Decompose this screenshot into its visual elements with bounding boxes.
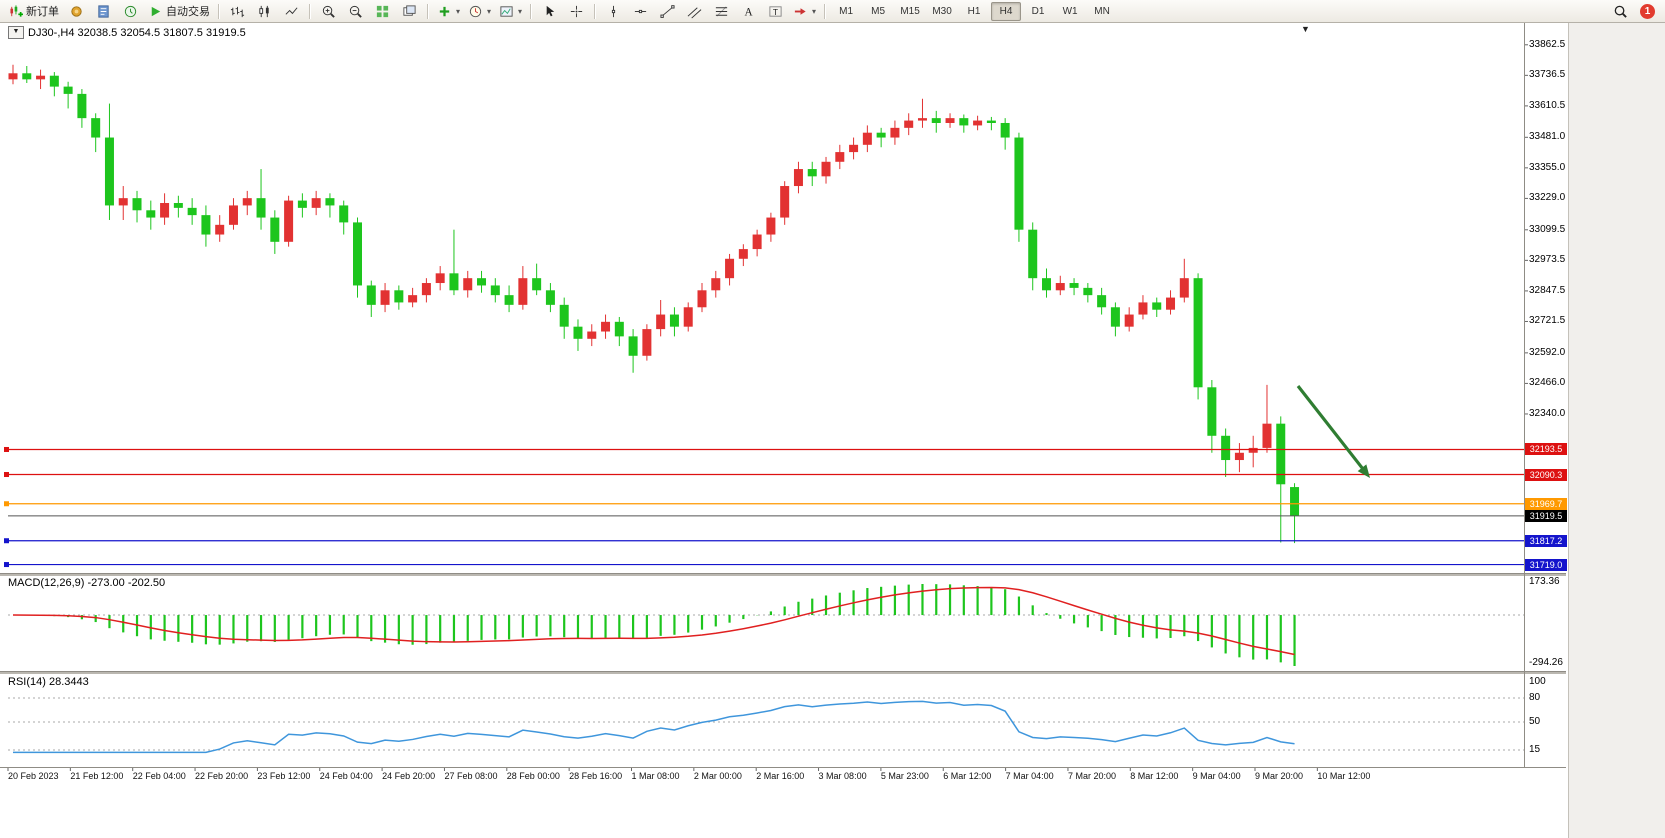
rsi-header: RSI(14) 28.3443 bbox=[8, 676, 89, 688]
tile-windows-button[interactable] bbox=[370, 1, 395, 22]
new-order-icon bbox=[10, 4, 23, 17]
timeframe-h4-button[interactable]: H4 bbox=[991, 1, 1022, 21]
toolbar-separator bbox=[309, 3, 311, 19]
zoom-out-button[interactable] bbox=[343, 1, 368, 22]
equidistant-channel-button[interactable] bbox=[682, 1, 707, 22]
chart-title: DJ30-,H4 32038.5 32054.5 31807.5 31919.5 bbox=[28, 26, 246, 39]
line-chart-button[interactable] bbox=[279, 1, 304, 22]
shapes-icon bbox=[794, 7, 806, 15]
arrows-button[interactable]: ▾ bbox=[790, 1, 819, 22]
timeframe-m1-button[interactable]: M1 bbox=[839, 5, 854, 17]
blue-doc-icon bbox=[98, 4, 109, 18]
macd-header: MACD(12,26,9) -273.00 -202.50 bbox=[8, 577, 166, 589]
cursor-button[interactable] bbox=[537, 1, 562, 22]
period-button[interactable]: ▾ bbox=[465, 1, 494, 22]
chart-title-bar: ▼ DJ30-,H4 32038.5 32054.5 31807.5 31919… bbox=[8, 26, 246, 39]
macd-layer bbox=[8, 584, 1524, 666]
dropdown-arrow-icon: ▾ bbox=[487, 6, 492, 16]
search-icon bbox=[1614, 5, 1627, 18]
timeframe-m30-button[interactable]: M30 bbox=[932, 5, 952, 17]
toolbar-main-group: 新订单 自动交易 ▾ ▾ ▾ A T ▾ bbox=[4, 1, 830, 22]
autotrade-button-label: 自动交易 bbox=[166, 6, 210, 18]
timeframe-m5-button[interactable]: M5 bbox=[871, 5, 886, 17]
bar-chart-button[interactable] bbox=[225, 1, 250, 22]
macd-panel-splitter[interactable] bbox=[0, 573, 1566, 576]
plus-icon bbox=[439, 6, 450, 16]
new-order-button-label: 新订单 bbox=[26, 6, 59, 18]
rsi-layer bbox=[8, 697, 1524, 754]
toolbar-separator bbox=[218, 3, 220, 19]
rsi-panel-splitter[interactable] bbox=[0, 671, 1566, 674]
chart-canvas[interactable] bbox=[0, 23, 1524, 574]
add-indicator-button[interactable]: ▾ bbox=[434, 1, 463, 22]
zoom-in-icon bbox=[322, 5, 335, 18]
cascade-icon bbox=[403, 4, 416, 16]
template-button[interactable]: ▾ bbox=[496, 1, 525, 22]
macd-scale-bottom: -294.26 bbox=[1529, 657, 1563, 668]
bars-icon bbox=[230, 6, 245, 17]
text-a-icon: A bbox=[744, 6, 753, 18]
toolbar-separator bbox=[427, 3, 429, 19]
timeframe-d1-button[interactable]: D1 bbox=[1031, 5, 1045, 17]
line-icon bbox=[285, 6, 298, 15]
dropdown-arrow-icon: ▾ bbox=[518, 6, 523, 16]
candlestick-chart-button[interactable] bbox=[252, 1, 277, 22]
timeframe-toolbar: M1 M5 M15 M30 H1 H4 D1 W1 MN bbox=[830, 1, 1118, 21]
timeframe-w1-button[interactable]: W1 bbox=[1062, 5, 1078, 17]
crosshair-icon bbox=[570, 5, 583, 17]
cursor-icon bbox=[546, 5, 555, 16]
play-icon bbox=[151, 6, 161, 16]
search-button[interactable] bbox=[1608, 1, 1633, 22]
new-order-button[interactable]: 新订单 bbox=[5, 1, 62, 22]
timeframe-m15-button[interactable]: M15 bbox=[900, 5, 920, 17]
dropdown-arrow-icon: ▾ bbox=[812, 6, 817, 16]
svg-text:A: A bbox=[744, 6, 753, 18]
toolbar-right-group: 1 bbox=[1607, 1, 1661, 22]
template-icon bbox=[500, 5, 513, 17]
horizontal-line-button[interactable] bbox=[628, 1, 653, 22]
market-watch-button[interactable] bbox=[64, 1, 89, 22]
cascade-windows-button[interactable] bbox=[397, 1, 422, 22]
fibo-icon bbox=[715, 5, 728, 17]
grid-icon bbox=[376, 5, 389, 17]
trendline-button[interactable] bbox=[655, 1, 680, 22]
crosshair-button[interactable] bbox=[564, 1, 589, 22]
gold-badge-icon bbox=[71, 5, 82, 17]
toolbar: 新订单 自动交易 ▾ ▾ ▾ A T ▾ M1 M5 M15 M30 H1 H4 D1 W1 MN 1 bbox=[0, 0, 1665, 23]
zoom-out-icon bbox=[349, 5, 362, 18]
chart-shift-marker[interactable]: ▼ bbox=[1301, 24, 1310, 34]
toolbar-separator bbox=[824, 3, 827, 19]
svg-text:T: T bbox=[773, 6, 778, 16]
candles-icon bbox=[259, 5, 269, 17]
timeframe-mn-button[interactable]: MN bbox=[1094, 5, 1110, 17]
vline-icon bbox=[611, 5, 616, 17]
hline-icon bbox=[634, 9, 647, 13]
fibonacci-button[interactable] bbox=[709, 1, 734, 22]
chart-menu-icon[interactable]: ▼ bbox=[8, 26, 24, 39]
timeframe-h1-button[interactable]: H1 bbox=[967, 5, 981, 17]
history-center-button[interactable] bbox=[118, 1, 143, 22]
macd-scale-top: 173.36 bbox=[1529, 576, 1560, 587]
time-axis[interactable] bbox=[0, 768, 1566, 784]
green-clock-icon bbox=[124, 5, 137, 17]
vertical-line-button[interactable] bbox=[601, 1, 626, 22]
workspace-gutter bbox=[1568, 23, 1665, 838]
price-axis-border bbox=[1524, 23, 1525, 768]
data-window-button[interactable] bbox=[91, 1, 116, 22]
toolbar-separator bbox=[530, 3, 533, 19]
autotrade-button[interactable]: 自动交易 bbox=[145, 1, 213, 22]
text-button[interactable]: A bbox=[736, 1, 761, 22]
clock-icon bbox=[469, 5, 482, 17]
toolbar-separator bbox=[594, 3, 597, 19]
channel-icon bbox=[687, 6, 702, 18]
label-t-icon: T bbox=[769, 5, 782, 16]
dropdown-arrow-icon: ▾ bbox=[456, 6, 461, 16]
zoom-in-button[interactable] bbox=[316, 1, 341, 22]
label-button[interactable]: T bbox=[763, 1, 788, 22]
time-axis-border bbox=[0, 767, 1566, 768]
notification-badge[interactable]: 1 bbox=[1640, 3, 1655, 19]
trendline-icon bbox=[660, 4, 675, 18]
